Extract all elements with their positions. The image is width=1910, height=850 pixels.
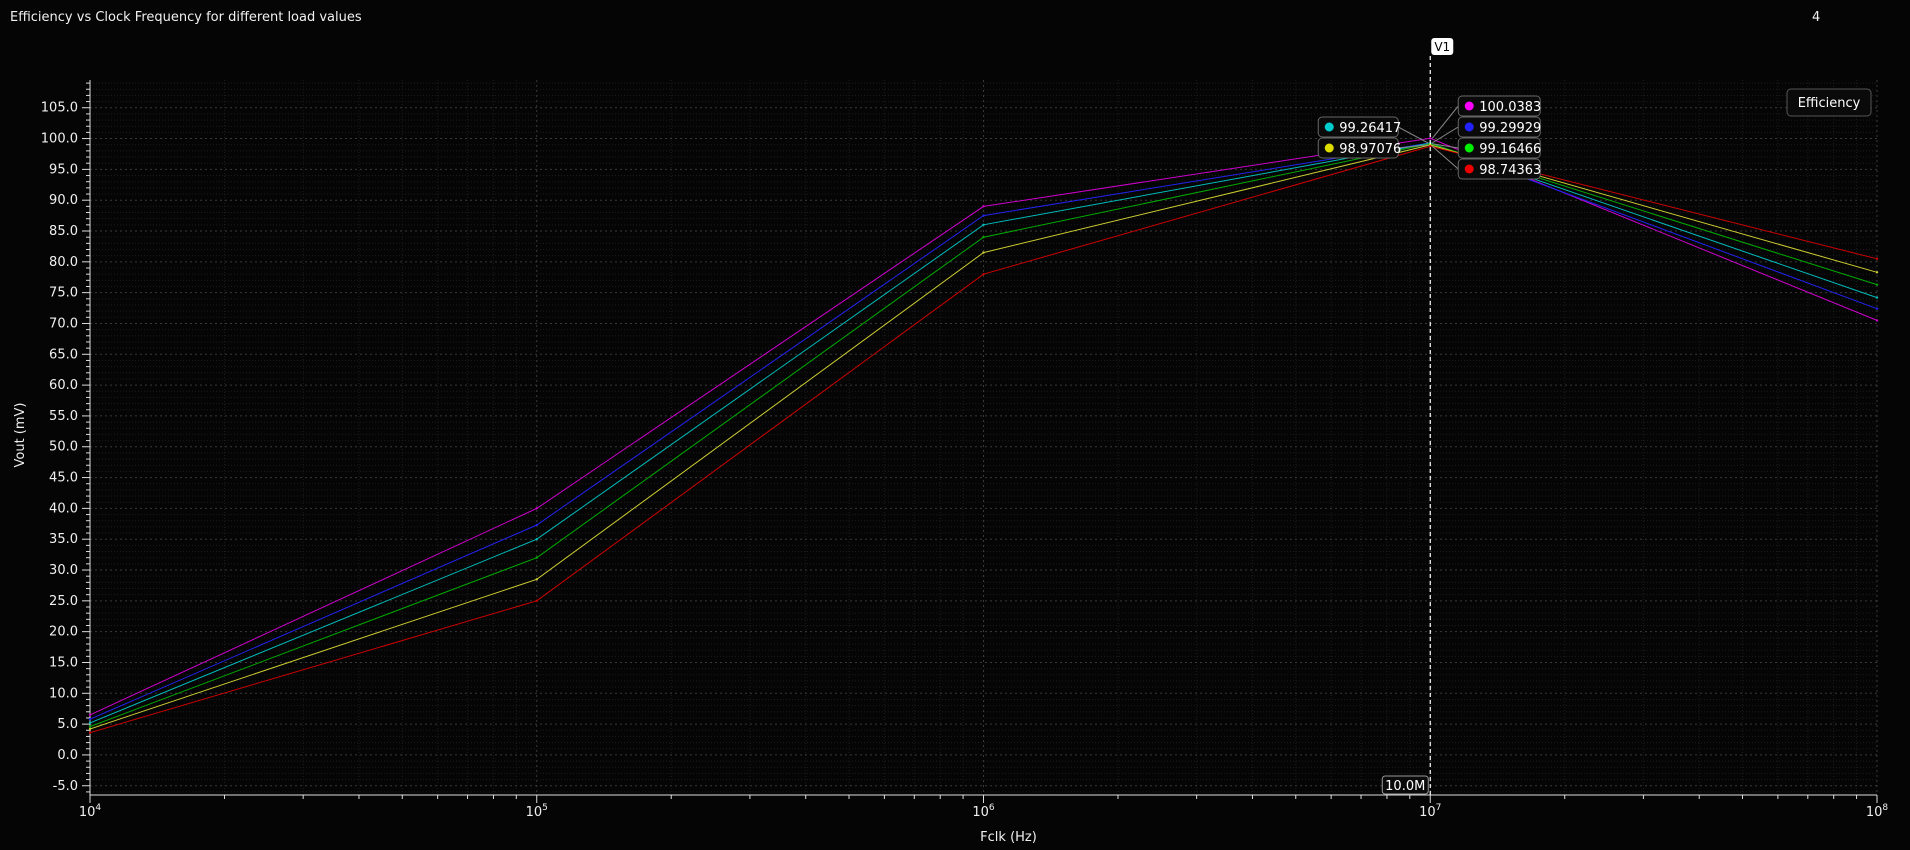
y-tick-label: 105.0 — [41, 101, 78, 116]
chart-title: Efficiency vs Clock Frequency for differ… — [10, 10, 362, 25]
y-tick-label: 55.0 — [49, 409, 78, 424]
series-1-point — [88, 713, 92, 717]
series-2-point — [88, 717, 92, 721]
cursor-value-marker — [1324, 122, 1334, 132]
series-1-point — [1875, 319, 1879, 322]
series-3-point — [982, 223, 985, 227]
window-number: 4 — [1812, 10, 1821, 25]
x-tick-label: 106 — [972, 803, 995, 820]
series-5-point — [88, 727, 92, 731]
cursor-leader-line — [1432, 143, 1459, 149]
y-tick-label: 0.0 — [57, 748, 78, 763]
y-tick-label: 40.0 — [49, 501, 78, 516]
cursor-value-box[interactable] — [1317, 137, 1399, 159]
y-tick-label: 25.0 — [49, 594, 78, 609]
series-3-point — [1875, 296, 1879, 299]
cursor-x-readout-box — [1381, 775, 1429, 795]
y-tick-label: 20.0 — [49, 625, 78, 640]
series-6-point — [1429, 145, 1432, 148]
y-tick-label: 15.0 — [49, 655, 78, 670]
y-tick-label: 50.0 — [49, 440, 78, 455]
series-4-point — [88, 725, 92, 728]
y-tick-label: 30.0 — [49, 563, 78, 578]
legend-box[interactable] — [1786, 88, 1872, 117]
cursor-name-box[interactable] — [1431, 38, 1454, 55]
series-1-point — [535, 507, 538, 510]
y-tick-label: 95.0 — [49, 162, 78, 177]
cursor-value-box[interactable] — [1457, 95, 1541, 117]
cursor-name[interactable]: V1 — [1434, 40, 1450, 54]
cursor-v1[interactable]: V1 10.0M 100.0383 99.29929 99.16466 98.74363 9… — [1317, 38, 1541, 795]
y-tick-label: 60.0 — [49, 378, 78, 393]
series-2-point — [535, 523, 538, 527]
series-6-point — [535, 599, 538, 603]
cursor-value-marker — [1464, 122, 1474, 132]
legend[interactable]: Efficiency — [1786, 88, 1872, 117]
cursor-value-box[interactable] — [1457, 137, 1541, 159]
cursor-leader-line — [1431, 126, 1459, 144]
cursor-leader-line — [1431, 145, 1459, 170]
cursor-value-box[interactable] — [1317, 116, 1399, 138]
y-axis-title: Vout (mV) — [13, 402, 28, 467]
x-tick-label: 105 — [526, 803, 548, 820]
series-5-point — [982, 251, 985, 254]
x-tick-label: 107 — [1419, 803, 1441, 820]
cursor-leader-line — [1398, 126, 1429, 144]
series-3-point — [535, 538, 538, 541]
y-tick-label: 70.0 — [49, 316, 78, 331]
series-1-point — [1429, 137, 1432, 140]
cursor-value-label[interactable]: 98.74363 — [1479, 163, 1541, 178]
y-tick-label: 90.0 — [49, 193, 78, 208]
x-tick-label: 104 — [79, 803, 102, 820]
series-group — [88, 137, 1879, 734]
cursor-value-label[interactable]: 98.97076 — [1339, 142, 1401, 157]
series-1-point — [982, 205, 985, 208]
cursor-value-box[interactable] — [1457, 158, 1541, 180]
x-tick-label: 108 — [1866, 803, 1889, 820]
series-6-point — [88, 731, 92, 734]
y-tick-label: 35.0 — [49, 532, 78, 547]
cursor-value-marker — [1324, 143, 1334, 153]
y-tick-label: 5.0 — [57, 717, 78, 732]
y-tick-label: 80.0 — [49, 255, 78, 270]
series-4-point — [1875, 283, 1879, 286]
axes: -5.0 0.0 5.0 10.0 15.0 20.0 25.0 30.0 35.0 40.0 45… — [13, 80, 1888, 845]
series-2-point — [1875, 307, 1879, 310]
series-2-point — [982, 214, 985, 217]
cursor-leader-line — [1431, 105, 1459, 139]
cursor-value-marker — [1464, 164, 1474, 174]
series-6-point — [982, 272, 985, 276]
series-4-point — [982, 235, 985, 239]
cursor-value-label[interactable]: 99.16466 — [1479, 142, 1541, 157]
cursor-value-label[interactable]: 99.29929 — [1479, 121, 1541, 136]
series-4-point — [535, 556, 538, 559]
cursor-leader-line — [1398, 144, 1429, 149]
series-6-point — [1875, 257, 1879, 260]
cursor-value-marker — [1464, 143, 1474, 153]
cursor-value-marker — [1464, 101, 1474, 111]
legend-entry[interactable]: Efficiency — [1798, 96, 1861, 111]
grid — [89, 80, 1878, 795]
y-tick-label: -5.0 — [53, 779, 78, 794]
y-tick-label: 75.0 — [49, 286, 78, 301]
y-tick-label: 10.0 — [49, 686, 78, 701]
cursor-value-label[interactable]: 100.0383 — [1479, 100, 1541, 115]
y-tick-label: 65.0 — [49, 347, 78, 362]
cursor-value-box[interactable] — [1457, 116, 1541, 138]
series-5-point — [1875, 271, 1879, 274]
series-5-point — [535, 578, 538, 581]
cursor-x-readout: 10.0M — [1385, 779, 1425, 794]
x-axis-title: Fclk (Hz) — [980, 830, 1037, 845]
cursor-value-label[interactable]: 99.26417 — [1339, 121, 1401, 136]
y-tick-label: 85.0 — [49, 224, 78, 239]
series-line-6 — [89, 145, 1878, 734]
y-tick-label: 45.0 — [49, 471, 78, 486]
series-3-point — [88, 721, 92, 725]
y-tick-label: 100.0 — [41, 132, 78, 147]
